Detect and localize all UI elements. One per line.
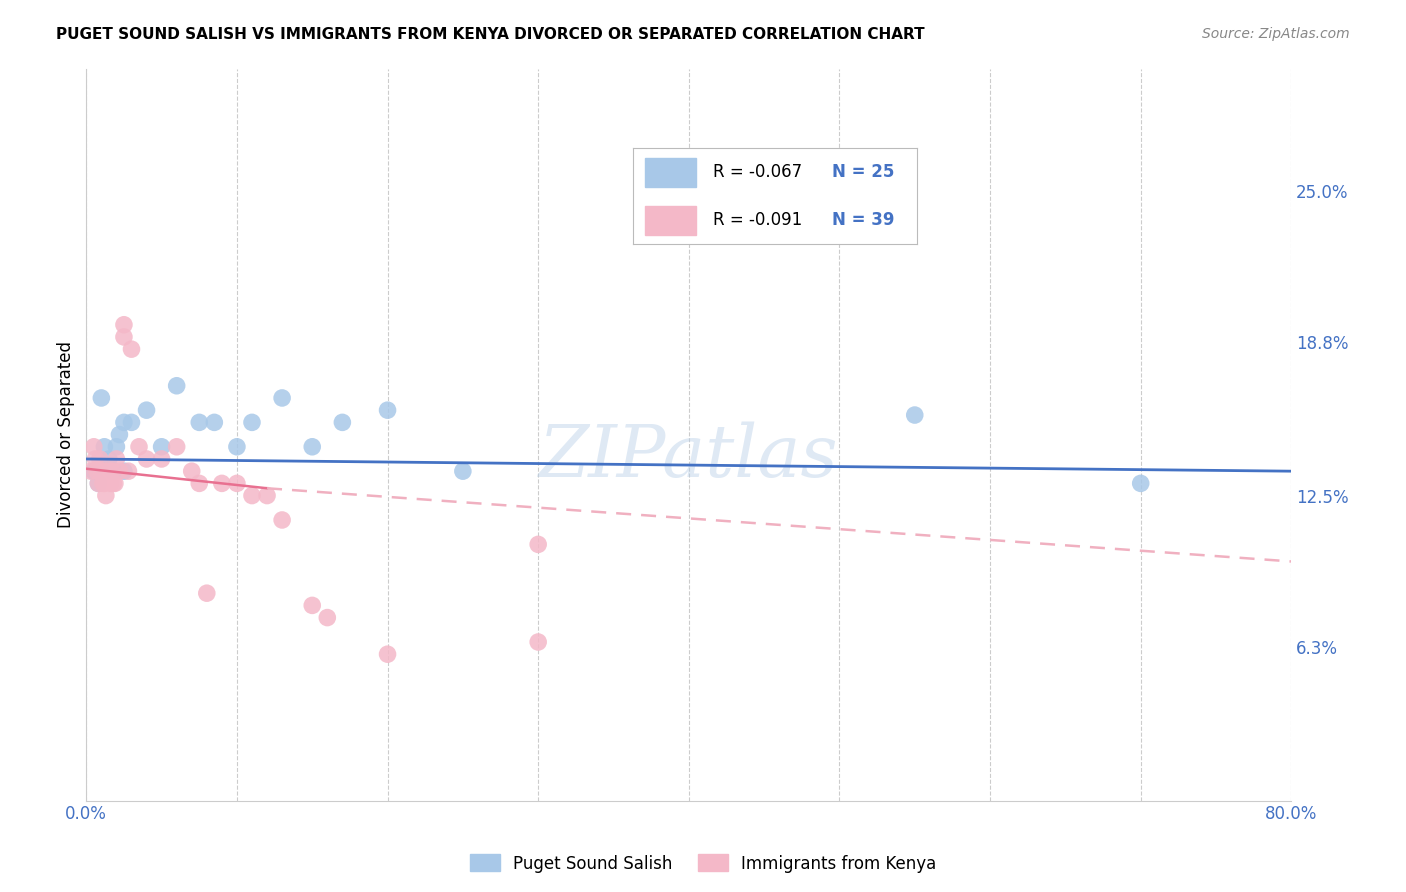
Point [256,489,278,503]
Text: R = -0.091: R = -0.091 [713,211,801,229]
Point [1129,476,1152,491]
Point [527,635,550,649]
Point [97,464,120,478]
Point [332,416,354,430]
Point [271,391,294,405]
Point [377,647,399,661]
Point [166,440,188,454]
Point [188,476,211,491]
Point [84,452,107,467]
Point [103,464,125,478]
Point [105,452,128,467]
Point [93,476,115,491]
Point [91,476,114,491]
Point [377,403,399,417]
Point [226,440,249,454]
Point [112,330,135,344]
Point [96,464,118,478]
Point [83,464,105,478]
Point [211,476,233,491]
Point [180,464,202,478]
Point [188,416,211,430]
Point [117,464,139,478]
Legend: Puget Sound Salish, Immigrants from Kenya: Puget Sound Salish, Immigrants from Keny… [463,847,943,880]
Point [86,464,108,478]
Text: PUGET SOUND SALISH VS IMMIGRANTS FROM KENYA DIVORCED OR SEPARATED CORRELATION CH: PUGET SOUND SALISH VS IMMIGRANTS FROM KE… [56,27,925,42]
Point [135,403,157,417]
Point [112,318,135,332]
Point [112,464,135,478]
Point [105,440,128,454]
Point [226,476,249,491]
Point [301,440,323,454]
Text: N = 39: N = 39 [832,211,894,229]
Point [101,464,124,478]
Point [112,416,135,430]
Point [87,476,110,491]
Point [301,599,323,613]
Point [103,476,125,491]
Point [108,464,131,478]
Point [90,464,112,478]
Bar [645,206,696,235]
Point [83,440,105,454]
Text: N = 25: N = 25 [832,163,894,181]
Point [240,489,263,503]
Point [240,416,263,430]
Point [202,416,225,430]
Point [150,452,173,467]
Text: R = -0.067: R = -0.067 [713,163,801,181]
Point [121,342,143,356]
Point [904,408,927,422]
Point [135,452,157,467]
Point [94,489,117,503]
Point [271,513,294,527]
Text: ZIPatlas: ZIPatlas [538,421,838,491]
Point [150,440,173,454]
Text: Source: ZipAtlas.com: Source: ZipAtlas.com [1202,27,1350,41]
Point [89,452,111,467]
Point [128,440,150,454]
Point [104,476,127,491]
Point [80,464,103,478]
Point [316,610,339,624]
Point [166,378,188,392]
Y-axis label: Divorced or Separated: Divorced or Separated [58,341,75,528]
Point [527,537,550,551]
Point [108,427,131,442]
Point [93,440,115,454]
Point [121,416,143,430]
Point [90,391,112,405]
Point [195,586,218,600]
Point [87,476,110,491]
Point [451,464,474,478]
Bar [645,158,696,186]
Point [97,452,120,467]
Point [100,476,122,491]
